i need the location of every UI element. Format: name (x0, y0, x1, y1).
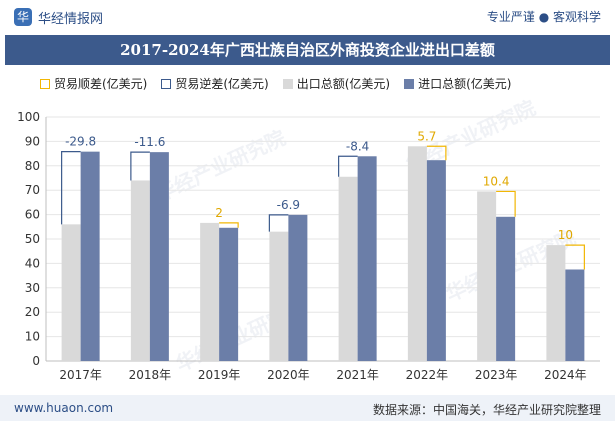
brand-name: 华经情报网 (38, 11, 104, 27)
bar-import (565, 269, 585, 361)
bar-import (288, 214, 308, 361)
balance-label: -29.8 (65, 135, 96, 149)
balance-marker (426, 145, 447, 161)
x-tick-label: 2022年 (406, 368, 449, 382)
balance-label: 2 (215, 206, 223, 220)
legend-label-import: 进口总额(亿美元) (418, 77, 512, 91)
balance-label: 10 (558, 228, 573, 242)
bar-export (269, 231, 289, 361)
balance-marker (338, 155, 358, 177)
y-tick-label: 90 (25, 134, 40, 148)
x-tick-label: 2023年 (475, 368, 518, 382)
y-tick-label: 50 (25, 232, 40, 246)
bar-export (200, 222, 220, 361)
bar-import (426, 160, 446, 361)
balance-label: -6.9 (277, 198, 300, 212)
y-tick-label: 60 (25, 208, 40, 222)
balance-marker (219, 222, 239, 228)
legend-swatch-deficit (161, 78, 172, 89)
balance-label: 10.4 (483, 174, 510, 188)
balance-marker (565, 244, 585, 270)
legend-item-surplus: 贸易顺差(亿美元) (40, 75, 147, 92)
y-tick-label: 80 (25, 159, 40, 173)
legend-item-import: 进口总额(亿美元) (404, 75, 512, 92)
balance-label: -8.4 (346, 139, 369, 153)
y-tick-label: 0 (32, 354, 40, 368)
balance-label: 5.7 (417, 129, 436, 143)
footer-url[interactable]: www.huaon.com (14, 401, 114, 415)
y-tick-label: 100 (17, 110, 40, 124)
bar-export (338, 176, 358, 361)
x-tick-label: 2017年 (59, 368, 102, 382)
bar-import (80, 151, 100, 361)
legend: 贸易顺差(亿美元) 贸易逆差(亿美元) 出口总额(亿美元) 进口总额(亿美元) (40, 75, 526, 92)
bar-import (149, 152, 169, 361)
tagline: 专业严谨 ● 客观科学 (486, 10, 601, 24)
balance-marker (61, 151, 81, 225)
chart-title: 2017-2024年广西壮族自治区外商投资企业进出口差额 (5, 35, 610, 65)
legend-item-deficit: 贸易逆差(亿美元) (161, 75, 269, 92)
balance-marker (496, 190, 516, 217)
balance-label: -11.6 (134, 135, 165, 149)
balance-marker (130, 151, 150, 181)
y-tick-label: 30 (25, 281, 40, 295)
x-tick-label: 2021年 (336, 368, 379, 382)
footer: www.huaon.com 数据来源：中国海关，华经产业研究院整理 (0, 395, 615, 421)
top-bar: 华 华经情报网 专业严谨 ● 客观科学 (0, 0, 615, 32)
bar-import (496, 216, 516, 361)
bar-export (546, 245, 566, 361)
legend-label-deficit: 贸易逆差(亿美元) (175, 77, 269, 91)
y-tick-label: 10 (25, 330, 40, 344)
bar-export (130, 180, 150, 361)
footer-source: 数据来源：中国海关，华经产业研究院整理 (372, 403, 601, 417)
brand-logo-icon: 华 (14, 8, 32, 26)
brand[interactable]: 华 华经情报网 (14, 7, 103, 27)
x-tick-label: 2024年 (544, 368, 587, 382)
x-tick-label: 2020年 (267, 368, 310, 382)
balance-marker (268, 214, 289, 232)
x-tick-label: 2018年 (129, 368, 172, 382)
legend-item-export: 出口总额(亿美元) (282, 75, 391, 92)
bar-import (219, 227, 239, 361)
legend-label-export: 出口总额(亿美元) (296, 77, 391, 91)
bar-export (61, 224, 81, 361)
y-tick-label: 70 (25, 183, 40, 197)
bar-export (477, 191, 497, 361)
x-tick-label: 2019年 (198, 368, 241, 382)
legend-swatch-surplus (40, 78, 50, 89)
legend-swatch-export (282, 78, 293, 89)
bar-export (407, 146, 427, 361)
y-tick-label: 20 (25, 305, 40, 319)
bar-import (357, 156, 377, 361)
legend-swatch-import (404, 78, 415, 89)
y-tick-label: 40 (25, 256, 40, 270)
legend-label-surplus: 贸易顺差(亿美元) (54, 77, 148, 91)
